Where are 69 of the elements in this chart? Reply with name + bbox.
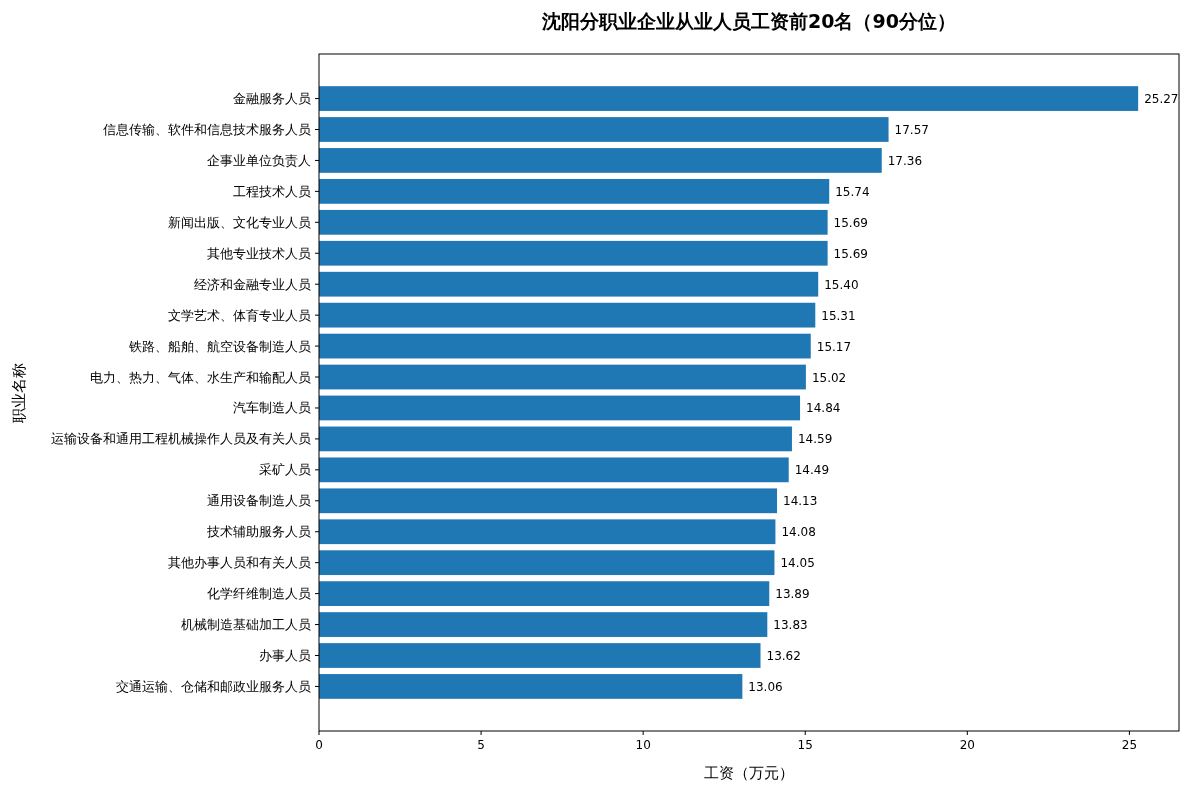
y-tick-label: 新闻出版、文化专业人员 [168, 214, 311, 230]
bar [319, 457, 789, 483]
bar [319, 86, 1139, 111]
y-tick-label: 技术辅助服务人员 [206, 524, 311, 540]
data-label: 13.89 [775, 587, 810, 602]
data-label: 15.02 [811, 370, 847, 385]
y-tick-label: 铁路、船舶、航空设备制造人员 [128, 338, 311, 354]
x-tick-label: 15 [797, 738, 813, 752]
y-tick-label: 采矿人员 [259, 462, 311, 478]
data-label: 14.49 [794, 463, 830, 478]
bar [319, 519, 776, 545]
bar [319, 117, 889, 142]
bar [319, 302, 816, 328]
bar [319, 333, 811, 359]
data-label: 13.06 [748, 679, 783, 694]
y-axis-title: 职业名称 [10, 362, 28, 423]
bar [319, 148, 882, 173]
y-tick-label: 其他办事人员和有关人员 [168, 555, 311, 571]
y-tick-label: 汽车制造人员 [233, 400, 311, 416]
data-label: 15.69 [833, 215, 868, 230]
bar [319, 581, 770, 606]
data-label: 14.08 [781, 525, 816, 540]
data-label: 15.74 [835, 184, 870, 199]
data-label: 17.57 [894, 123, 929, 137]
x-tick-label: 0 [315, 738, 323, 752]
data-label: 25.27 [1144, 92, 1179, 107]
bar [319, 643, 761, 668]
y-tick-label: 信息传输、软件和信息技术服务人员 [103, 122, 311, 137]
y-tick-label: 经济和金融专业人员 [194, 276, 311, 292]
x-tick-label: 20 [959, 738, 975, 752]
bar [319, 426, 792, 452]
data-label: 13.62 [766, 649, 801, 663]
y-tick-label: 运输设备和通用工程机械操作人员及有关人员 [51, 431, 311, 447]
bar [319, 674, 743, 699]
bar [319, 240, 828, 266]
bar [319, 612, 768, 637]
y-tick-label: 机械制造基础加工人员 [181, 617, 311, 633]
bar [319, 550, 775, 576]
bar [319, 488, 778, 514]
data-label: 15.31 [821, 308, 856, 323]
data-label: 14.84 [806, 401, 841, 416]
y-tick-label: 其他专业技术人员 [207, 245, 311, 261]
y-tick-label: 办事人员 [259, 648, 311, 663]
y-tick-label: 工程技术人员 [233, 183, 311, 199]
x-tick-label: 25 [1121, 738, 1138, 752]
bar [319, 395, 801, 421]
data-label: 15.40 [824, 277, 859, 292]
bar [319, 179, 830, 204]
x-axis-title: 工资（万元） [704, 764, 794, 782]
bar [319, 271, 819, 297]
x-tick-label: 5 [477, 738, 485, 752]
data-label: 15.17 [816, 339, 852, 354]
bar [319, 209, 828, 235]
y-tick-label: 企事业单位负责人 [207, 152, 311, 168]
y-tick-label: 金融服务人员 [233, 91, 311, 107]
y-tick-label: 文学艺术、体育专业人员 [168, 307, 311, 323]
y-tick-label: 交通运输、仓储和邮政业服务人员 [116, 678, 311, 694]
data-label: 14.05 [780, 556, 815, 571]
y-tick-label: 通用设备制造人员 [207, 493, 311, 509]
data-label: 17.36 [887, 153, 923, 168]
y-tick-label: 电力、热力、气体、水生产和输配人员 [90, 369, 311, 385]
y-tick-label: 化学纤维制造人员 [207, 586, 311, 602]
bar [319, 364, 806, 390]
data-label: 15.69 [833, 246, 868, 261]
chart-title: 沈阳分职业企业从业人员工资前20名（90分位） [541, 10, 956, 32]
data-label: 13.83 [773, 618, 808, 633]
data-label: 14.13 [783, 494, 818, 509]
x-tick-label: 10 [635, 738, 651, 752]
data-label: 14.59 [797, 432, 833, 447]
